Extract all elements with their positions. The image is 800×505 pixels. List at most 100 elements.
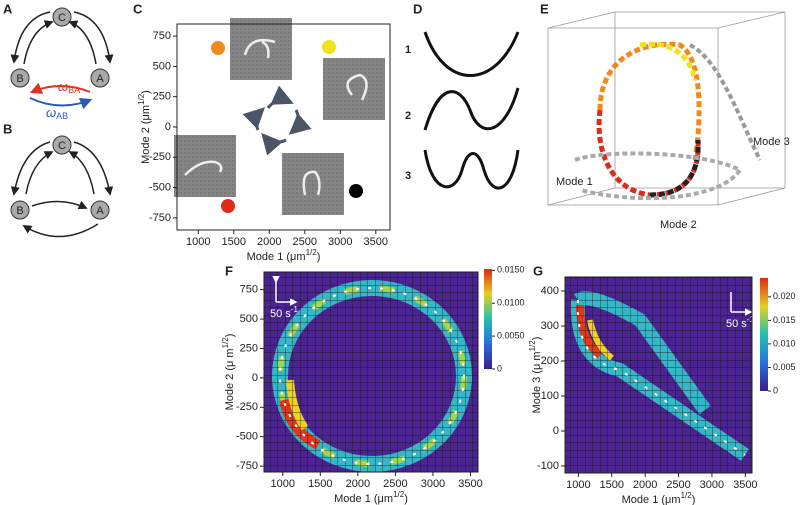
y-tick-label: 750 (240, 284, 258, 296)
y-tick-label: 0 (165, 121, 171, 133)
axis-label: Mode 2 (μ m1/2) (221, 334, 236, 411)
label-text: Mode 2 (μ m (224, 348, 236, 410)
colorbar-label: 0.0150 (497, 265, 525, 275)
axis-label: Mode 3 (μ m1/2) (528, 337, 543, 414)
panel-c-decor: C (133, 1, 391, 231)
panel-e: E Mode 1 Mode 2 Mode 3 (540, 1, 790, 230)
y-tick-label: 250 (153, 91, 171, 103)
label-end: ) (404, 493, 408, 505)
label-end: ) (140, 90, 152, 94)
colorbar-label: 0.0100 (497, 298, 525, 308)
mode-number: 2 (405, 110, 411, 122)
label-end: ) (531, 337, 543, 341)
x-tick-label: 2000 (633, 479, 657, 491)
panel-f-decor: F 50 s-1 (225, 263, 492, 472)
mode-number: 3 (405, 170, 411, 182)
colorbar-label: 0.010 (773, 338, 796, 348)
colorbar-label: 0 (773, 385, 778, 395)
label-sup: 1/2 (221, 337, 230, 349)
plot-frame (263, 271, 479, 473)
label-text: Mode 1 (μm (247, 251, 306, 263)
node: C (58, 12, 66, 24)
x-tick-label: 1500 (222, 236, 246, 248)
label-text: Mode 1 (μm (622, 494, 681, 505)
axis-label: Mode 1 (μm1/2) (334, 490, 408, 505)
label-text: Mode 3 (μ m (531, 351, 543, 413)
colorbar-label: 0 (497, 363, 502, 373)
node: B (16, 73, 23, 85)
x-tick-label: 1500 (308, 478, 332, 490)
label-sup: 1/2 (681, 491, 693, 500)
node: B (16, 205, 23, 217)
axis-label: Mode 1 (556, 176, 593, 188)
node: A (96, 205, 104, 217)
label-text: Mode 2 (μm (140, 105, 152, 164)
label-text: Mode 1 (μm (334, 493, 393, 505)
scale-label: 50 s-1 (270, 305, 298, 320)
mode-number: 1 (405, 44, 411, 56)
panel-label: C (133, 1, 143, 16)
label-end: ) (224, 334, 236, 338)
y-tick-label: 750 (153, 30, 171, 42)
label-end: ) (317, 251, 321, 263)
label-sup: 1/2 (137, 93, 146, 105)
axis-label: Mode 2 (660, 219, 697, 231)
y-tick-label: 250 (240, 342, 258, 354)
x-tick-label: 3000 (700, 479, 724, 491)
y-tick-label: 500 (240, 313, 258, 325)
y-tick-label: -750 (149, 212, 171, 224)
y-tick-label: 0 (252, 372, 258, 384)
axis-label: Mode 3 (753, 136, 790, 148)
y-tick-label: -100 (537, 460, 559, 472)
panel-label: A (3, 1, 13, 16)
panel-d: D 1 2 3 (405, 1, 520, 190)
y-tick-label: 300 (541, 320, 559, 332)
rate-label: ωAB (46, 105, 68, 121)
y-tick-label: -250 (149, 151, 171, 163)
panel-a: A C B A ωBA ωAB (3, 1, 114, 121)
y-tick-label: -750 (236, 460, 258, 472)
y-tick-label: 100 (541, 390, 559, 402)
y-tick-label: -500 (236, 431, 258, 443)
label-end: ) (692, 494, 696, 505)
y-tick-label: -250 (236, 401, 258, 413)
x-tick-label: 3000 (328, 236, 352, 248)
x-tick-label: 2500 (383, 478, 407, 490)
label-sup: 1/2 (393, 490, 405, 499)
label-sup: 1/2 (528, 340, 537, 352)
y-tick-label: 400 (541, 285, 559, 297)
colorbar-label: 0.015 (773, 315, 796, 325)
x-tick-label: 3500 (458, 478, 482, 490)
node: A (96, 73, 104, 85)
scale-label: 50 s-1 (726, 315, 754, 330)
y-tick-label: -500 (149, 181, 171, 193)
x-tick-label: 1500 (600, 479, 624, 491)
y-tick-label: 500 (153, 60, 171, 72)
x-tick-label: 2500 (293, 236, 317, 248)
node: C (58, 140, 66, 152)
x-tick-label: 1000 (186, 236, 210, 248)
colorbar-label: 0.020 (773, 291, 796, 301)
x-tick-label: 2000 (346, 478, 370, 490)
axis-label: Mode 2 (μm1/2) (137, 90, 152, 164)
panel-b: B C B A (3, 121, 114, 238)
axis-label: Mode 1 (μm1/2) (622, 491, 696, 505)
plot-frame (564, 276, 753, 474)
panel-label: G (533, 263, 543, 278)
panel-label: D (413, 1, 422, 16)
panel-label: B (3, 121, 12, 136)
x-tick-label: 2000 (257, 236, 281, 248)
panel-label: E (540, 1, 549, 16)
x-tick-label: 3000 (421, 478, 445, 490)
panel-g-decor: G 50 s-1 (533, 263, 768, 473)
panel-label: F (225, 263, 233, 278)
axis-label: Mode 1 (μm1/2) (247, 248, 321, 263)
y-tick-label: 0 (553, 425, 559, 437)
colorbar-label: 0.005 (773, 362, 796, 372)
x-tick-label: 1000 (271, 478, 295, 490)
label-sup: 1/2 (306, 248, 318, 257)
x-tick-label: 3500 (364, 236, 388, 248)
y-tick-label: 200 (541, 355, 559, 367)
x-tick-label: 1000 (566, 479, 590, 491)
